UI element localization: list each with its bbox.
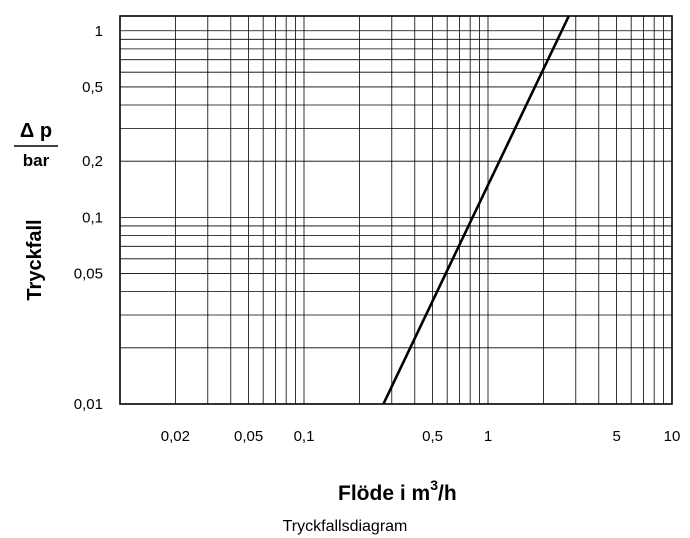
y-tick-label: 1 xyxy=(95,23,103,40)
x-axis-title-suffix: /h xyxy=(438,482,457,505)
y-tick-label: 0,05 xyxy=(74,266,103,283)
series-line xyxy=(382,15,570,405)
y-tick-label: 0,1 xyxy=(82,209,103,226)
y-tick-label: 0,2 xyxy=(82,153,103,170)
x-tick-label: 0,02 xyxy=(161,428,190,445)
series-layer xyxy=(382,15,570,405)
y-tick-label: 0,5 xyxy=(82,79,103,96)
pressure-drop-chart: 0,02 0,05 0,1 0,5 1 5 10 1 0,5 0,2 0,1 0,05 0,01 Tr… xyxy=(14,15,681,505)
y-axis-title: Tryckfall xyxy=(24,219,46,300)
x-axis-ticks: 0,02 0,05 0,1 0,5 1 5 10 xyxy=(161,428,681,445)
x-tick-label: 1 xyxy=(484,428,492,445)
x-axis-title-main: Flöde i m xyxy=(338,482,430,505)
x-tick-label: 5 xyxy=(612,428,620,445)
x-tick-label: 10 xyxy=(664,428,681,445)
chart-caption: Tryckfallsdiagram xyxy=(282,518,408,535)
y-axis-ticks: 1 0,5 0,2 0,1 0,05 0,01 xyxy=(74,23,103,413)
y-tick-label: 0,01 xyxy=(74,396,103,413)
y-axis-unit: bar xyxy=(23,151,50,170)
plot-frame xyxy=(119,15,673,405)
x-tick-label: 0,1 xyxy=(294,428,315,445)
x-tick-label: 0,5 xyxy=(422,428,443,445)
grid xyxy=(120,16,672,404)
x-tick-label: 0,05 xyxy=(234,428,263,445)
x-axis-title-superscript: 3 xyxy=(430,477,438,493)
x-axis-title: Flöde i m3/h xyxy=(338,477,457,505)
y-axis-symbol: Δ p xyxy=(20,120,52,142)
